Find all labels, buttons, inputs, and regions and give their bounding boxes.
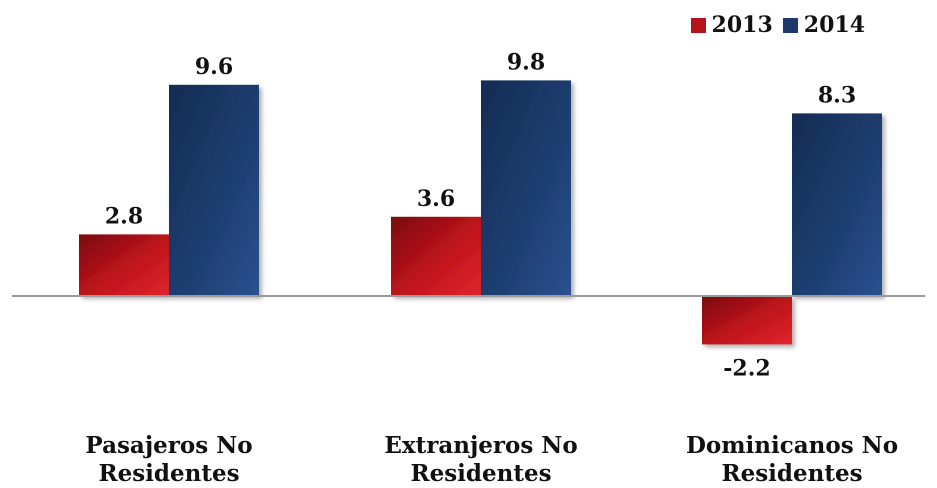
legend: 2013 2014 xyxy=(681,12,865,38)
value-label-2013-cat0: 2.8 xyxy=(105,203,143,229)
category-label-line: Pasajeros No xyxy=(85,432,253,459)
category-label-line: Residentes xyxy=(98,460,240,487)
value-label-2014-cat1: 9.8 xyxy=(507,49,545,75)
category-label-2: Dominicanos No Residentes xyxy=(662,432,922,488)
bar-2013-cat2 xyxy=(702,296,792,345)
value-label-2013-cat2: -2.2 xyxy=(723,355,770,381)
bar-2013-cat0 xyxy=(79,234,169,296)
bar-2014-cat1 xyxy=(481,80,571,297)
legend-swatch-2013 xyxy=(690,17,706,33)
legend-swatch-2014 xyxy=(782,17,798,33)
value-label-2014-cat0: 9.6 xyxy=(195,54,233,80)
legend-item-2013: 2013 xyxy=(690,12,773,38)
legend-label-2014: 2014 xyxy=(803,12,865,38)
legend-label-2013: 2013 xyxy=(711,12,773,38)
value-label-2014-cat2: 8.3 xyxy=(818,82,856,108)
legend-item-2014: 2014 xyxy=(782,12,865,38)
bar-2013-cat1 xyxy=(391,216,481,296)
bar-2014-cat2 xyxy=(792,113,882,297)
category-label-line: Dominicanos No xyxy=(685,432,899,459)
category-label-line: Residentes xyxy=(721,460,863,487)
category-label-line: Residentes xyxy=(410,460,552,487)
category-label-1: Extranjeros No Residentes xyxy=(351,432,611,488)
category-label-line: Extranjeros No xyxy=(384,432,578,459)
category-label-0: Pasajeros No Residentes xyxy=(39,432,299,488)
bar-2014-cat0 xyxy=(169,84,259,296)
value-label-2013-cat1: 3.6 xyxy=(417,186,455,212)
